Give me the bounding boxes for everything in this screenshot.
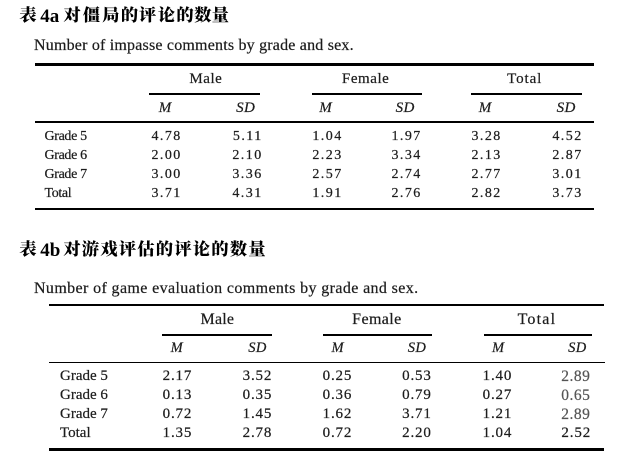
svg-text:4a: 4a <box>40 6 60 27</box>
svg-text:4b: 4b <box>40 240 60 261</box>
